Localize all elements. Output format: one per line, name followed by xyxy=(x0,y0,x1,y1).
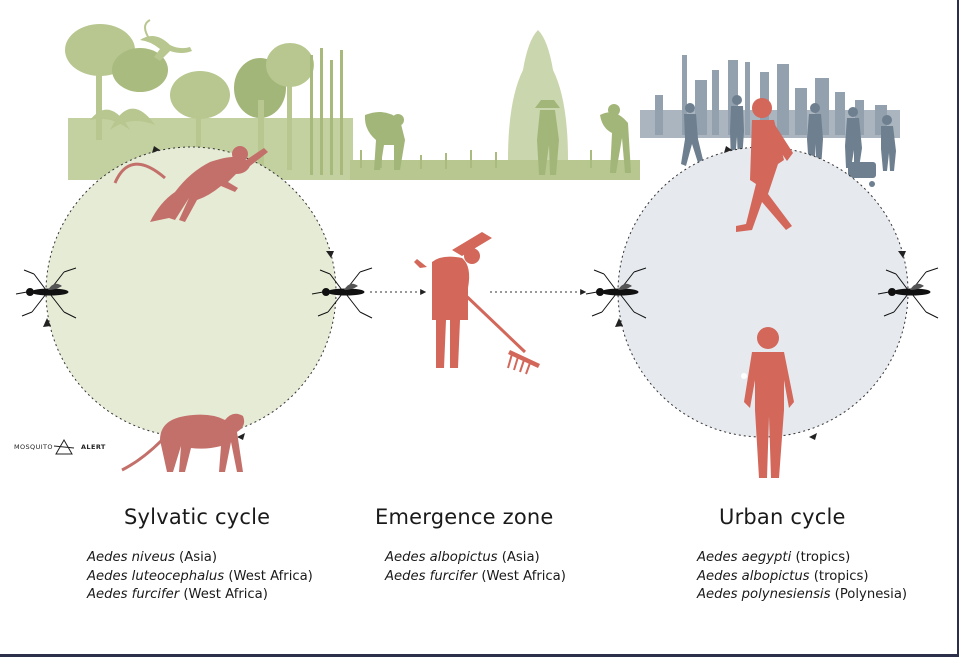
logo-word-mosquito: MOSQUITO xyxy=(14,443,53,451)
species-region: (West Africa) xyxy=(477,568,566,584)
species-name: Aedes albopictus xyxy=(697,568,810,584)
species-line: Aedes niveus (Asia) xyxy=(87,549,313,568)
species-line: Aedes luteocephalus (West Africa) xyxy=(87,568,313,587)
urban-species-list: Aedes aegypti (tropics) Aedes albopictus… xyxy=(697,549,907,605)
species-name: Aedes albopictus xyxy=(385,550,498,565)
walking-woman xyxy=(736,98,793,232)
species-line: Aedes furcifer (West Africa) xyxy=(87,586,313,605)
sylvatic-species-list: Aedes niveus (Asia) Aedes luteocephalus … xyxy=(87,549,313,605)
cycle-arrowheads xyxy=(43,146,906,440)
sylvatic-cycle-title: Sylvatic cycle xyxy=(124,505,271,529)
walking-monkey xyxy=(121,413,245,472)
species-line: Aedes polynesiensis (Polynesia) xyxy=(697,586,907,605)
species-region: (tropics) xyxy=(809,568,869,584)
species-region: (West Africa) xyxy=(224,568,313,584)
species-line: Aedes aegypti (tropics) xyxy=(697,549,907,568)
species-name: Aedes luteocephalus xyxy=(87,568,225,584)
species-name: Aedes niveus xyxy=(87,550,175,565)
species-region: (West Africa) xyxy=(179,587,268,602)
species-name: Aedes furcifer xyxy=(385,568,478,584)
mosquito-icon xyxy=(15,267,77,319)
species-region: (Asia) xyxy=(497,550,540,565)
species-region: (Polynesia) xyxy=(830,587,908,602)
emergence-species-list: Aedes albopictus (Asia) Aedes furcifer (… xyxy=(385,549,566,586)
species-region: (Asia) xyxy=(174,550,217,565)
species-name: Aedes furcifer xyxy=(87,587,180,602)
mosquito-alert-logo-icon xyxy=(53,438,75,455)
urban-cycle-title: Urban cycle xyxy=(719,505,846,529)
forest-landscape xyxy=(65,19,640,180)
species-name: Aedes polynesiensis xyxy=(697,587,831,602)
species-line: Aedes albopictus (tropics) xyxy=(697,568,907,587)
urban-cycle-circle xyxy=(618,147,908,437)
species-line: Aedes furcifer (West Africa) xyxy=(385,568,566,587)
emergence-zone-title: Emergence zone xyxy=(375,505,554,529)
standing-man xyxy=(741,327,794,478)
species-name: Aedes aegypti xyxy=(697,550,792,565)
species-region: (tropics) xyxy=(791,550,851,565)
logo-word-alert: ALERT xyxy=(81,443,106,451)
leaping-monkey xyxy=(113,146,268,222)
species-line: Aedes albopictus (Asia) xyxy=(385,549,566,568)
sylvatic-cycle-circle xyxy=(46,147,336,437)
farmer-with-rake xyxy=(414,232,540,375)
